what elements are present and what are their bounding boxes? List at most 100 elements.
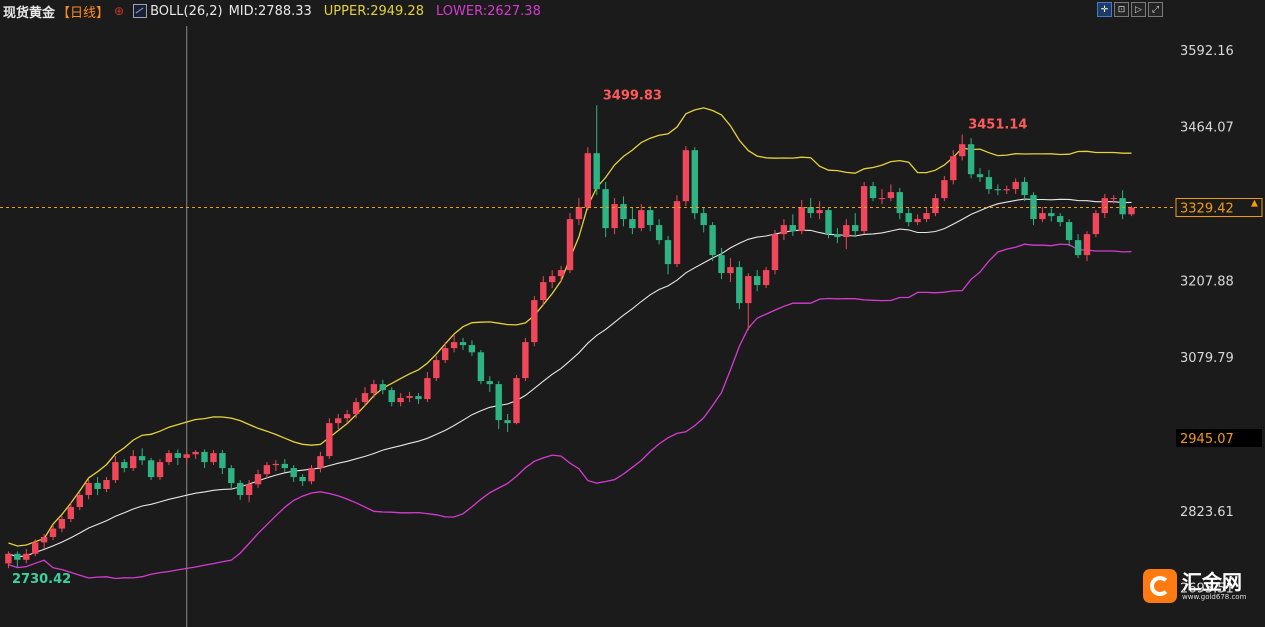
candle-body bbox=[130, 456, 137, 469]
crosshair-price-box bbox=[1176, 429, 1262, 448]
candle-body bbox=[691, 150, 698, 214]
candle-body bbox=[540, 282, 547, 301]
boll-mid-line bbox=[8, 198, 1132, 558]
candle-body bbox=[495, 384, 502, 421]
candle-body bbox=[1057, 216, 1064, 223]
candle-body bbox=[40, 537, 48, 543]
candle-body bbox=[183, 454, 190, 458]
candle-body bbox=[575, 207, 583, 220]
candle-body bbox=[272, 463, 279, 466]
candle-body bbox=[388, 390, 395, 403]
candle-body bbox=[1021, 181, 1028, 196]
boll-upper-value: UPPER:2949.28 bbox=[323, 3, 424, 19]
period-label[interactable]: 【日线】 bbox=[57, 5, 110, 21]
candle-body bbox=[504, 420, 511, 424]
candle-body bbox=[1083, 234, 1091, 256]
candle-body bbox=[549, 276, 556, 283]
candle-body bbox=[165, 453, 173, 463]
candle-body bbox=[433, 360, 440, 379]
candle-body bbox=[611, 204, 618, 229]
candle-body bbox=[424, 378, 431, 400]
candle-body bbox=[932, 198, 939, 214]
candle-body bbox=[905, 213, 912, 223]
brand-logo-icon bbox=[1143, 569, 1177, 603]
candle-body bbox=[308, 468, 315, 482]
candle-body bbox=[1074, 240, 1082, 256]
indicator-name[interactable]: BOLL(26,2) bbox=[150, 3, 223, 19]
candle-body bbox=[522, 342, 529, 379]
candle-body bbox=[584, 153, 591, 208]
candle-body bbox=[237, 483, 244, 495]
indicator-chart-icon[interactable] bbox=[133, 4, 148, 18]
candle-body bbox=[789, 225, 796, 232]
candle-body bbox=[976, 174, 984, 178]
boll-mid-value: MID:2788.33 bbox=[228, 3, 312, 19]
candle-body bbox=[67, 507, 74, 519]
candle-body bbox=[700, 213, 707, 226]
candle-body bbox=[566, 219, 574, 271]
candle-body bbox=[754, 276, 761, 286]
candle-body bbox=[290, 468, 297, 478]
candle-body bbox=[816, 210, 823, 214]
candle-body bbox=[860, 186, 868, 232]
circle-plus-icon[interactable]: ⊕ bbox=[114, 4, 125, 18]
crosshair-price-label: 2945.07 bbox=[1180, 432, 1234, 447]
candle-body bbox=[664, 240, 672, 265]
candle-body bbox=[682, 150, 690, 202]
candle-body bbox=[103, 480, 110, 489]
chart-toolbar: ✛ ⊡ ▷ ⤢ bbox=[1097, 2, 1163, 17]
candle-body bbox=[76, 495, 83, 507]
candle-body bbox=[5, 553, 12, 564]
candle-body bbox=[896, 192, 903, 214]
candle-body bbox=[379, 384, 386, 391]
boll-lower-value: LOWER:2627.38 bbox=[435, 3, 541, 19]
candle-body bbox=[771, 234, 779, 271]
candle-body bbox=[210, 453, 217, 463]
recent-high-annotation: 3451.14 bbox=[968, 117, 1027, 132]
candle-body bbox=[762, 270, 770, 286]
high-annotation: 3499.83 bbox=[603, 88, 662, 103]
candle-body bbox=[647, 210, 654, 226]
candle-body bbox=[94, 483, 101, 489]
candle-body bbox=[335, 418, 342, 424]
up-arrow-icon: ▲ bbox=[1251, 198, 1258, 208]
candle-body bbox=[1065, 222, 1073, 241]
candle-body bbox=[326, 423, 333, 457]
candle-body bbox=[486, 381, 493, 385]
forward-icon[interactable]: ▷ bbox=[1131, 2, 1146, 17]
candle-body bbox=[843, 225, 850, 238]
candle-body bbox=[49, 528, 57, 537]
candle-body bbox=[85, 483, 92, 495]
candle-body bbox=[941, 180, 948, 199]
candle-body bbox=[1003, 189, 1010, 191]
candle-body bbox=[415, 396, 422, 400]
fit-icon[interactable]: ⊡ bbox=[1114, 2, 1129, 17]
candle-body bbox=[736, 267, 743, 304]
y-tick-label: 3592.16 bbox=[1180, 44, 1234, 59]
crosshair-icon[interactable]: ✛ bbox=[1097, 2, 1112, 17]
candle-body bbox=[1012, 181, 1019, 190]
candle-body bbox=[869, 186, 877, 199]
candle-body bbox=[281, 463, 288, 469]
candle-body bbox=[156, 462, 164, 478]
candle-body bbox=[254, 474, 262, 485]
candle-body bbox=[192, 451, 199, 455]
y-tick-label: 2823.61 bbox=[1180, 505, 1234, 520]
candle-body bbox=[602, 189, 609, 229]
brand-watermark: 汇金网 www.gold678.com bbox=[1143, 569, 1246, 603]
low-annotation: 2730.42 bbox=[12, 572, 71, 587]
candle-body bbox=[914, 219, 921, 223]
candle-body bbox=[263, 465, 271, 475]
brand-url: www.gold678.com bbox=[1182, 592, 1247, 601]
expand-icon[interactable]: ⤢ bbox=[1148, 2, 1163, 17]
candle-body bbox=[228, 468, 235, 484]
candle-body bbox=[673, 201, 681, 265]
y-tick-label: 3207.88 bbox=[1180, 274, 1234, 289]
candle-body bbox=[1039, 213, 1046, 220]
candle-body bbox=[121, 462, 128, 469]
candle-body bbox=[655, 225, 663, 241]
y-tick-label: 3079.79 bbox=[1180, 351, 1234, 366]
candle-body bbox=[923, 213, 930, 220]
candle-body bbox=[1128, 207, 1135, 215]
